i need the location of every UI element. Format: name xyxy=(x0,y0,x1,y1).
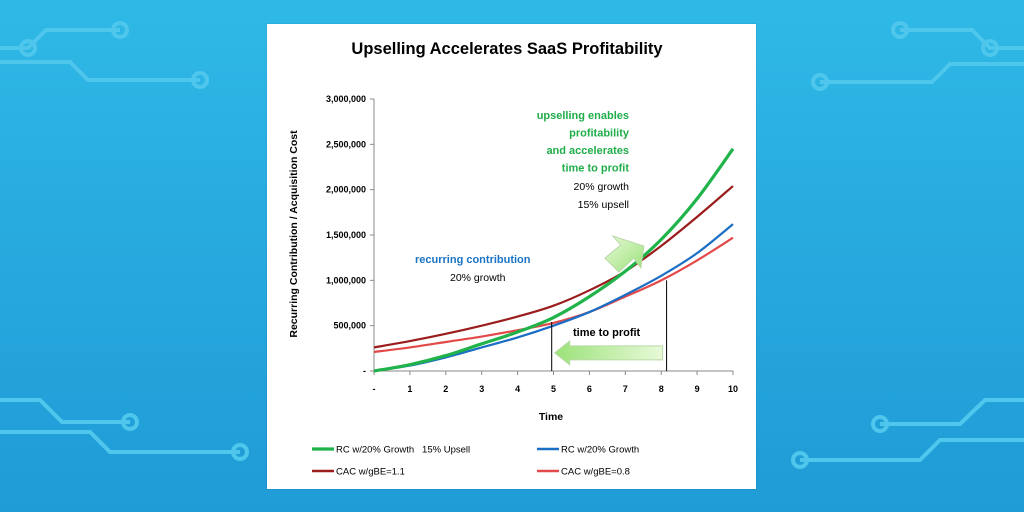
upsell-growth-note: 20% growth xyxy=(574,181,630,193)
y-tick-label: 500,000 xyxy=(333,321,366,331)
upsell-annotation-line: upselling enables xyxy=(537,110,629,122)
legend-item-cac-0-8: CAC w/gBE=0.8 xyxy=(537,467,630,478)
circuit-node xyxy=(121,413,139,431)
x-tick-label: 2 xyxy=(443,384,448,394)
recurring-annotation-title: recurring contribution xyxy=(415,254,531,266)
series-line-rc-upsell xyxy=(373,147,735,373)
circuit-trace xyxy=(900,28,1024,50)
legend-label: CAC w/gBE=1.1 xyxy=(336,467,405,478)
series-line-cac-1-1 xyxy=(373,185,734,349)
y-tick-label: 1,500,000 xyxy=(326,230,366,240)
chart-card: Upselling Accelerates SaaS Profitability… xyxy=(267,24,756,489)
upsell-annotation-line: and accelerates xyxy=(546,145,629,157)
chart-title: Upselling Accelerates SaaS Profitability xyxy=(351,40,663,58)
series-line-cac-0-8 xyxy=(373,236,734,354)
circuit-node xyxy=(871,415,889,433)
y-tick-label: 2,000,000 xyxy=(326,185,366,195)
series-line-rc xyxy=(373,223,734,373)
upsell-annotation-line: profitability xyxy=(569,128,630,140)
x-axis-title: Time xyxy=(539,411,563,423)
time-to-profit-arrow xyxy=(553,339,664,366)
x-tick-label: 5 xyxy=(551,384,556,394)
chart-svg: Upselling Accelerates SaaS Profitability… xyxy=(288,40,738,478)
x-tick-label: 3 xyxy=(479,384,484,394)
circuit-trace xyxy=(800,438,1024,462)
x-tick-label: 9 xyxy=(695,384,700,394)
legend-item-rc-upsell: RC w/20% Growth 15% Upsell xyxy=(312,445,470,456)
y-axis-title: Recurring Contribution / Acquisition Cos… xyxy=(288,130,300,338)
circuit-node xyxy=(111,21,129,39)
circuit-node xyxy=(191,71,209,89)
recurring-growth-note: 20% growth xyxy=(450,272,506,284)
circuit-trace xyxy=(880,398,1024,426)
legend-label: CAC w/gBE=0.8 xyxy=(561,467,630,478)
circuit-trace xyxy=(0,60,200,82)
circuit-trace xyxy=(820,62,1024,84)
legend-item-cac-1-1: CAC w/gBE=1.1 xyxy=(312,467,405,478)
circuit-trace xyxy=(0,28,120,50)
circuit-node xyxy=(811,73,829,91)
legend-label: RC w/20% Growth xyxy=(561,445,639,456)
x-tick-label: - xyxy=(373,384,376,394)
upsell-pointer-arrow xyxy=(604,235,645,273)
circuit-node xyxy=(231,443,249,461)
circuit-node xyxy=(19,39,37,57)
circuit-trace xyxy=(0,430,240,454)
upsell-rate-note: 15% upsell xyxy=(578,199,629,211)
circuit-node xyxy=(791,451,809,469)
x-tick-label: 6 xyxy=(587,384,592,394)
x-tick-label: 10 xyxy=(728,384,738,394)
time-to-profit-label: time to profit xyxy=(573,327,641,339)
x-tick-label: 8 xyxy=(659,384,664,394)
circuit-node xyxy=(981,39,999,57)
upsell-annotation-line: time to profit xyxy=(562,163,630,175)
circuit-trace xyxy=(0,398,130,424)
legend-label: RC w/20% Growth 15% Upsell xyxy=(336,445,470,456)
x-tick-label: 1 xyxy=(407,384,412,394)
y-tick-label: 2,500,000 xyxy=(326,139,366,149)
x-tick-label: 4 xyxy=(515,384,520,394)
y-tick-label: - xyxy=(363,366,366,376)
legend-item-rc: RC w/20% Growth xyxy=(537,445,639,456)
x-tick-label: 7 xyxy=(623,384,628,394)
circuit-node xyxy=(891,21,909,39)
y-tick-label: 1,000,000 xyxy=(326,275,366,285)
y-tick-label: 3,000,000 xyxy=(326,94,366,104)
